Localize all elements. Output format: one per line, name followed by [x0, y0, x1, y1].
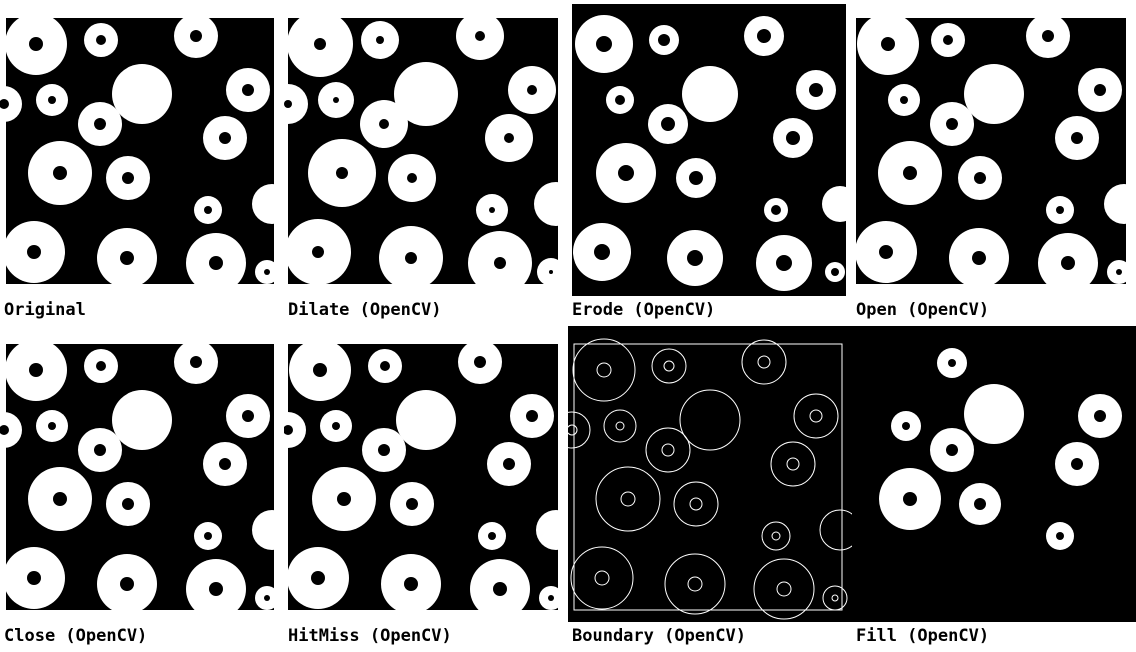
close-image	[0, 326, 284, 622]
label-fill: Fill (OpenCV)	[856, 626, 990, 646]
panel-open: Open (OpenCV)	[852, 0, 1136, 326]
panel-dilate: Dilate (OpenCV)	[284, 0, 568, 326]
panel-erode: Erode (OpenCV)	[568, 0, 852, 326]
fill-image	[852, 326, 1136, 622]
label-original: Original	[4, 300, 86, 320]
boundary-image	[568, 326, 852, 622]
label-boundary: Boundary (OpenCV)	[572, 626, 746, 646]
label-dilate: Dilate (OpenCV)	[288, 300, 442, 320]
label-open: Open (OpenCV)	[856, 300, 990, 320]
dilate-image	[284, 0, 568, 296]
open-image	[852, 0, 1136, 296]
panel-fill: Fill (OpenCV)	[852, 326, 1136, 652]
panel-close: Close (OpenCV)	[0, 326, 284, 652]
panel-hitmiss: HitMiss (OpenCV)	[284, 326, 568, 652]
erode-image	[568, 0, 852, 296]
panel-boundary: Boundary (OpenCV)	[568, 326, 852, 652]
label-hitmiss: HitMiss (OpenCV)	[288, 626, 452, 646]
original-image	[0, 0, 284, 296]
panel-original: Original	[0, 0, 284, 326]
hitmiss-image	[284, 326, 568, 622]
label-erode: Erode (OpenCV)	[572, 300, 716, 320]
label-close: Close (OpenCV)	[4, 626, 148, 646]
